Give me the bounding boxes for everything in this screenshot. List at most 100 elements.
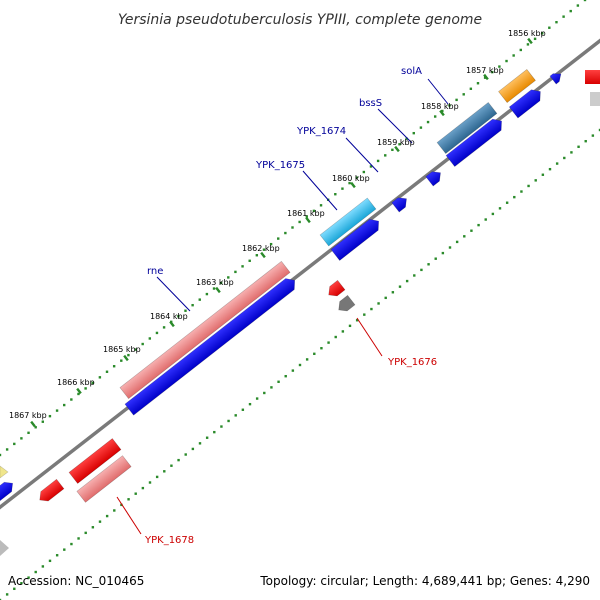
outer-tick-ring-dot: [405, 137, 408, 140]
tick-label-1866: 1866 kbp: [57, 378, 95, 387]
outer-tick-ring-dot: [448, 104, 451, 107]
gene-label-bssS[interactable]: bssS: [359, 98, 382, 109]
inner-tick-ring-dot: [384, 296, 387, 300]
leader-ypk1674: [345, 137, 379, 173]
gene-label-ypk1676[interactable]: YPK_1676: [387, 357, 437, 368]
outer-tick-ring-dot: [63, 403, 66, 407]
feature-orange-gene-shape: [498, 68, 536, 104]
outer-tick-ring-dot: [241, 265, 244, 268]
outer-tick-ring-dot: [462, 93, 465, 96]
inner-tick-ring-dot: [320, 347, 323, 350]
major-tick-8: [169, 320, 175, 328]
feature-small-cds-b-shape: [391, 197, 407, 213]
feature-ypk1674-gene-shape: [436, 102, 498, 154]
inner-tick-ring-dot: [205, 436, 209, 439]
gene-label-ypk1674[interactable]: YPK_1674: [296, 126, 346, 137]
feature-ypk1674-gene: [436, 102, 498, 154]
outer-tick-ring-dot: [583, 0, 587, 2]
outer-tick-ring-dot: [398, 143, 401, 146]
outer-tick-ring-dot: [227, 276, 230, 279]
feature-ypk1676-cds: [338, 294, 356, 312]
outer-tick-ring-dot: [48, 414, 52, 418]
leader-ypk1678: [116, 496, 142, 535]
inner-tick-ring-dot: [377, 302, 380, 305]
outer-tick-ring-dot: [277, 237, 280, 240]
outer-tick-ring-dot: [476, 82, 480, 85]
inner-tick-ring-dot: [413, 274, 416, 277]
inner-tick-ring-dot: [141, 486, 145, 490]
outer-tick-ring-dot: [562, 15, 565, 18]
gene-label-ypk1678[interactable]: YPK_1678: [144, 535, 194, 546]
inner-tick-ring-dot: [541, 173, 545, 176]
feature-red-gene-left: [68, 438, 122, 484]
inner-tick-ring-dot: [398, 285, 402, 288]
inner-tick-ring-dot: [248, 402, 252, 406]
inner-tick-ring-dot: [370, 307, 373, 311]
feature-small-cds-c: [549, 73, 562, 85]
major-tick-3: [394, 145, 400, 153]
major-tick-6: [260, 251, 266, 259]
outer-tick-ring-dot: [498, 65, 501, 68]
feature-ypk1675-gene-shape: [319, 197, 377, 247]
feature-ypk1678-gene: [76, 455, 132, 503]
inner-tick-ring-dot: [598, 128, 600, 132]
outer-tick-ring-dot: [426, 120, 430, 124]
inner-tick-ring-dot: [520, 190, 523, 193]
outer-tick-ring-dot: [341, 187, 344, 190]
inner-tick-ring-dot: [227, 419, 230, 423]
major-tick-11: [30, 420, 36, 428]
feature-ypk1676-cds-shape: [338, 294, 356, 312]
inner-tick-ring-dot: [284, 374, 287, 378]
outer-tick-ring-dot: [355, 176, 358, 179]
inner-tick-ring-dot: [91, 526, 95, 529]
outer-tick-ring-dot: [369, 165, 373, 168]
inner-tick-ring-dot: [534, 179, 537, 182]
outer-tick-ring-dot: [177, 315, 180, 318]
inner-tick-ring-dot: [198, 442, 202, 445]
major-tick-5: [305, 216, 311, 224]
inner-tick-ring-dot: [563, 156, 566, 160]
feature-ypk1675-cds-shape: [330, 218, 379, 261]
gene-label-solA[interactable]: solA: [401, 66, 422, 77]
outer-tick-ring-dot: [548, 26, 551, 29]
backbone-line: [0, 38, 600, 510]
leader-ypk1676: [356, 317, 383, 357]
outer-tick-ring-dot: [362, 170, 366, 174]
outer-tick-ring-dot: [384, 154, 387, 157]
outer-tick-ring-dot: [112, 365, 116, 368]
outer-tick-ring-dot: [569, 9, 572, 13]
feature-cds-edge-shape: [0, 481, 14, 502]
tick-label-1867: 1867 kbp: [9, 411, 47, 420]
outer-tick-ring-dot: [212, 287, 216, 290]
inner-tick-ring-dot: [48, 559, 52, 563]
gene-label-ypk1675[interactable]: YPK_1675: [255, 160, 305, 171]
feature-red-small-shape: [39, 478, 65, 502]
inner-tick-ring-dot: [305, 358, 309, 361]
feature-solA-cds: [508, 89, 541, 119]
inner-tick-ring-dot: [548, 167, 552, 171]
outer-tick-ring-dot: [469, 87, 473, 90]
gene-label-rne[interactable]: rne: [147, 266, 163, 277]
inner-tick-ring-dot: [120, 503, 123, 507]
tick-label-1858: 1858 kbp: [421, 102, 459, 111]
feature-red-right: [585, 70, 600, 84]
outer-tick-ring-dot: [70, 398, 73, 401]
inner-tick-ring-dot: [13, 587, 16, 591]
outer-tick-ring-dot: [576, 4, 580, 7]
tick-label-1863: 1863 kbp: [196, 278, 234, 287]
outer-tick-ring-dot: [262, 248, 266, 251]
outer-tick-ring-dot: [134, 348, 137, 351]
outer-tick-ring-dot: [255, 254, 259, 257]
outer-tick-ring-dot: [298, 220, 301, 224]
inner-tick-ring-dot: [105, 514, 109, 518]
major-tick-2: [439, 109, 445, 117]
feature-solA-cds-shape: [508, 89, 541, 119]
outer-tick-ring-dot: [348, 181, 351, 185]
feature-yellow-edge: [0, 465, 9, 479]
major-tick-0: [527, 37, 533, 45]
outer-tick-ring-dot: [141, 342, 144, 346]
outer-tick-ring-dot: [519, 48, 522, 52]
